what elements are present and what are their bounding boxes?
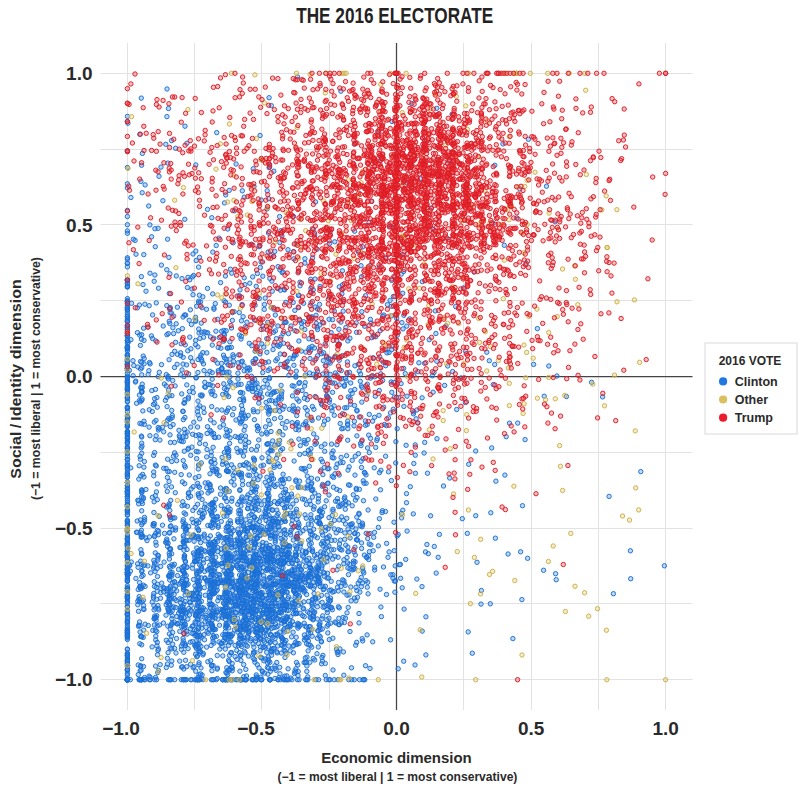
svg-text:Clinton: Clinton [735,375,778,389]
svg-text:(−1 = most liberal | 1 = most: (−1 = most liberal | 1 = most conservati… [29,257,43,500]
svg-text:1.0: 1.0 [652,718,678,739]
svg-text:1.0: 1.0 [66,63,92,84]
svg-text:THE 2016 ELECTORATE: THE 2016 ELECTORATE [296,3,493,28]
svg-text:Economic dimension: Economic dimension [321,749,472,766]
svg-text:Social / Identity dimension: Social / Identity dimension [7,279,24,479]
svg-text:−1.0: −1.0 [102,718,140,739]
svg-text:−0.5: −0.5 [55,518,93,539]
svg-text:0.0: 0.0 [66,366,92,387]
svg-text:−0.5: −0.5 [237,718,275,739]
svg-text:2016 VOTE: 2016 VOTE [719,354,782,368]
svg-text:Trump: Trump [735,411,774,425]
svg-text:0.5: 0.5 [66,215,93,236]
svg-text:−1.0: −1.0 [55,669,93,690]
svg-text:(−1 = most liberal | 1 = most: (−1 = most liberal | 1 = most conservati… [277,770,517,784]
svg-text:0.5: 0.5 [518,718,545,739]
svg-text:0.0: 0.0 [383,718,409,739]
svg-text:Other: Other [735,393,768,407]
